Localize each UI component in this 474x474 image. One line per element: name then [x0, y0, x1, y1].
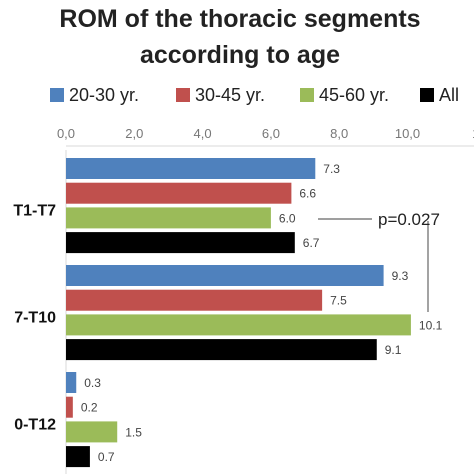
bar-0-2 [66, 207, 271, 229]
bar-2-2 [66, 421, 118, 443]
legend-label-1: 30-45 yr. [195, 85, 265, 105]
legend-swatch-3 [420, 88, 434, 102]
data-label: 7.5 [330, 294, 347, 308]
x-tick-label: 2,0 [125, 126, 143, 141]
category-label: 7-T10 [14, 309, 56, 326]
bar-1-3 [66, 339, 377, 361]
legend-swatch-0 [50, 88, 64, 102]
legend-swatch-1 [176, 88, 190, 102]
x-tick-label: 10,0 [395, 126, 420, 141]
category-label: 0-T12 [14, 416, 56, 433]
bar-0-0 [66, 158, 316, 179]
data-label: 0.3 [84, 376, 101, 390]
bar-2-0 [66, 372, 77, 393]
legend-label-3: All [439, 85, 459, 105]
bars: T1-T7 7.3 6.66.0 6.7 7-T10 9.3 7.5 10.1 9.1 0-T12… [13, 158, 443, 468]
data-label: 6.6 [299, 187, 316, 201]
x-tick-label: 1 [472, 126, 474, 141]
data-label: 9.3 [392, 269, 409, 283]
data-label: 6.7 [303, 236, 320, 250]
x-tick-label: 6,0 [262, 126, 280, 141]
legend: 20-30 yr. 30-45 yr. 45-60 yr. All [50, 85, 459, 105]
bar-2-3 [66, 446, 90, 468]
legend-label-2: 45-60 yr. [319, 85, 389, 105]
chart-title-line1: ROM of the thoracic segments [59, 5, 420, 33]
data-label: 0.7 [98, 450, 115, 464]
x-tick-label: 4,0 [194, 126, 212, 141]
bar-1-0 [66, 265, 384, 286]
data-label: 1.5 [125, 425, 142, 439]
bar-0-3 [66, 232, 295, 254]
legend-label-0: 20-30 yr. [69, 85, 139, 105]
significance-annotation: p=0.027 [318, 210, 440, 312]
chart-title-line2: according to age [140, 41, 340, 69]
bar-2-1 [66, 396, 73, 418]
data-label: 9.1 [385, 343, 402, 357]
data-label: 6.0 [279, 211, 296, 225]
bar-1-2 [66, 314, 411, 336]
category-label: T1-T7 [13, 202, 56, 219]
x-tick-label: 8,0 [330, 126, 348, 141]
x-axis: 0,0 2,0 4,0 6,0 8,0 10,0 1 [57, 126, 474, 474]
annotation-p-value: p=0.027 [378, 210, 440, 229]
legend-swatch-2 [300, 88, 314, 102]
x-tick-label: 0,0 [57, 126, 75, 141]
bar-0-1 [66, 182, 292, 204]
data-label: 0.2 [81, 401, 98, 415]
bar-1-1 [66, 289, 323, 311]
data-label: 7.3 [323, 162, 340, 176]
data-label: 10.1 [419, 318, 443, 332]
